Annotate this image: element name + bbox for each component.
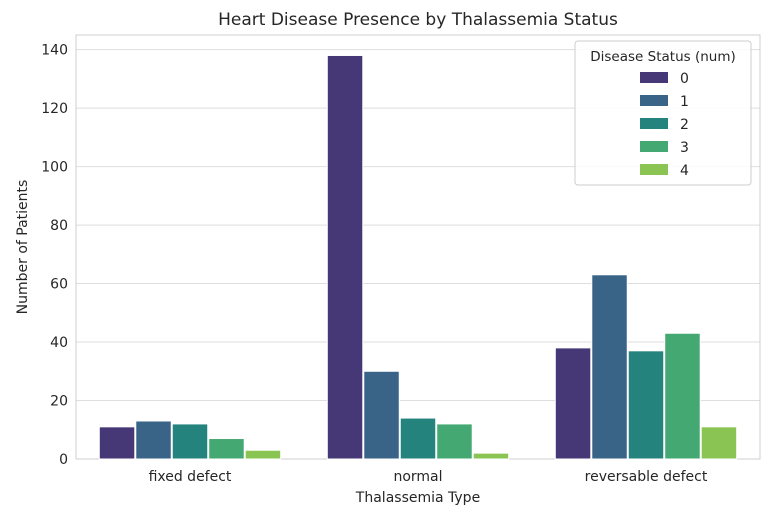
bar-reversable-defect-series-1 (591, 274, 628, 460)
legend-swatch (640, 141, 668, 152)
y-tick-label: 40 (50, 335, 68, 351)
chart-title: Heart Disease Presence by Thalassemia St… (218, 10, 618, 30)
bar-fixed-defect-series-0 (98, 426, 136, 460)
bar-normal-series-1 (363, 370, 400, 460)
bar-reversable-defect-series-3 (664, 332, 701, 460)
x-tick-label: normal (393, 469, 442, 485)
y-tick-label: 60 (50, 277, 68, 293)
y-tick-label: 20 (50, 394, 68, 410)
bar-normal-series-0 (326, 54, 364, 460)
legend: Disease Status (num) 0 1 2 3 4 (574, 40, 752, 186)
y-tick-labels: 0 20 40 60 80 100 120 140 (41, 43, 68, 468)
y-tick-label: 100 (41, 160, 68, 176)
x-tick-label: reversable defect (585, 469, 708, 485)
y-tick-label: 140 (41, 43, 68, 59)
y-tick-label: 120 (41, 101, 68, 117)
legend-label: 2 (680, 117, 689, 133)
legend-swatch (640, 72, 668, 83)
y-tick-label: 0 (59, 452, 68, 468)
x-axis-label: Thalassemia Type (355, 490, 480, 506)
legend-label: 3 (680, 140, 689, 156)
legend-label: 1 (680, 94, 689, 110)
bar-fixed-defect-series-1 (135, 420, 172, 460)
x-tick-labels: fixed defect normal reversable defect (149, 469, 708, 485)
bar-fixed-defect-series-3 (208, 438, 245, 460)
y-tick-label: 80 (50, 218, 68, 234)
legend-title: Disease Status (num) (590, 49, 736, 65)
legend-label: 0 (680, 71, 689, 87)
bar-normal-series-3 (436, 423, 473, 460)
x-tick-label: fixed defect (149, 469, 232, 485)
bar-reversable-defect-series-4 (700, 426, 738, 460)
legend-label: 4 (680, 163, 689, 179)
legend-swatch (640, 164, 668, 175)
bar-normal-series-2 (399, 417, 437, 460)
bar-normal-series-4 (472, 452, 510, 460)
legend-swatch (640, 95, 668, 106)
legend-box (574, 40, 752, 186)
bar-fixed-defect-series-4 (244, 449, 282, 460)
y-axis-label: Number of Patients (15, 180, 31, 315)
bar-fixed-defect-series-2 (171, 423, 209, 460)
bars (98, 54, 738, 460)
bar-reversable-defect-series-2 (627, 350, 665, 460)
legend-items: 0 1 2 3 4 (640, 71, 689, 179)
bar-reversable-defect-series-0 (554, 347, 592, 460)
legend-swatch (640, 118, 668, 129)
